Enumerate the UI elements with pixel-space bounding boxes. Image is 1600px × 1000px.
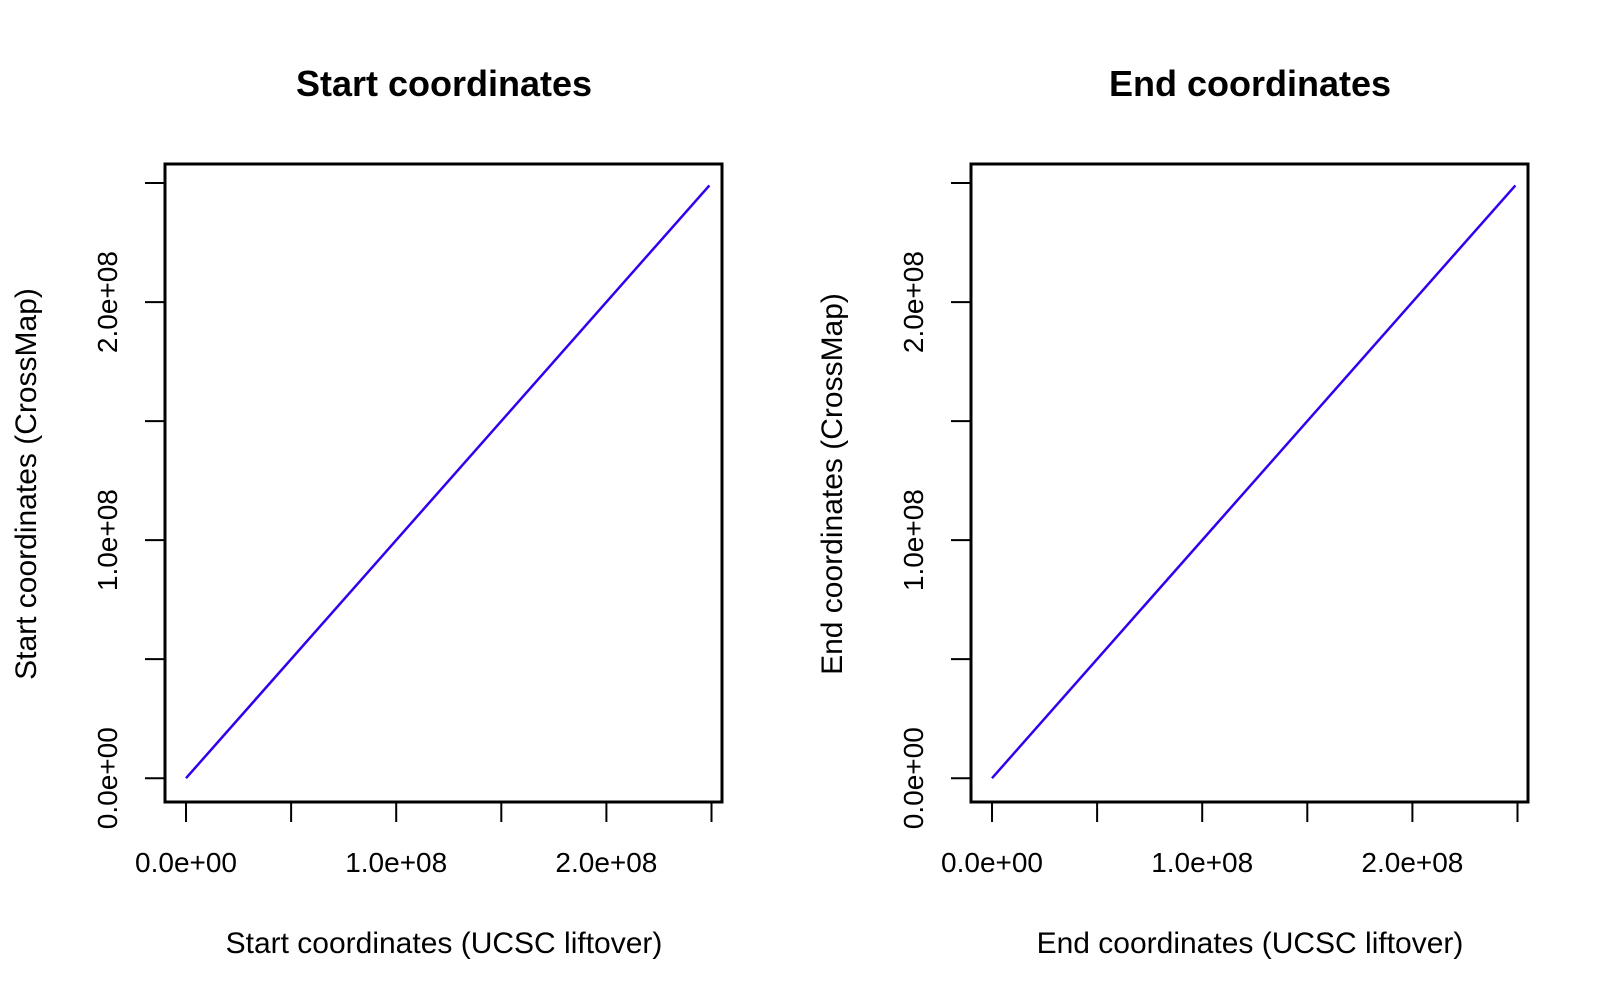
x-tick-label: 1.0e+08 — [1151, 847, 1253, 878]
x-tick-label: 2.0e+08 — [1361, 847, 1463, 878]
y-axis: 0.0e+00 1.0e+08 2.0e+08 — [898, 182, 972, 829]
x-tick-label: 0.0e+00 — [941, 847, 1043, 878]
y-tick-label: 0.0e+00 — [92, 727, 123, 829]
y-tick-label: 0.0e+00 — [898, 727, 929, 829]
y-axis: 0.0e+00 1.0e+08 2.0e+08 — [92, 182, 166, 829]
y-tick-label: 2.0e+08 — [898, 251, 929, 353]
y-tick-label: 1.0e+08 — [92, 489, 123, 591]
start-coordinates-panel: Start coordinates 0.0e+00 1.0e+08 2.0e+08 … — [10, 63, 724, 960]
series-layer — [185, 184, 711, 780]
y-axis-title: Start coordinates (CrossMap) — [10, 288, 43, 680]
y-tick-label: 2.0e+08 — [92, 251, 123, 353]
series-line — [185, 184, 711, 780]
x-tick-label: 2.0e+08 — [555, 847, 657, 878]
chart-title: End coordinates — [1109, 63, 1391, 104]
x-axis-title: End coordinates (UCSC liftover) — [1037, 927, 1464, 960]
series-layer — [991, 184, 1517, 780]
series-line — [991, 184, 1517, 780]
x-axis: 0.0e+00 1.0e+08 2.0e+08 — [135, 801, 713, 878]
y-tick-label: 1.0e+08 — [898, 489, 929, 591]
x-tick-label: 0.0e+00 — [135, 847, 237, 878]
x-tick-label: 1.0e+08 — [345, 847, 447, 878]
end-coordinates-panel: End coordinates 0.0e+00 1.0e+08 2.0e+08 0.… — [816, 63, 1530, 960]
x-axis-title: Start coordinates (UCSC liftover) — [226, 927, 663, 960]
x-axis: 0.0e+00 1.0e+08 2.0e+08 — [941, 801, 1519, 878]
y-axis-title: End coordinates (CrossMap) — [816, 293, 849, 675]
chart-title: Start coordinates — [296, 63, 592, 104]
